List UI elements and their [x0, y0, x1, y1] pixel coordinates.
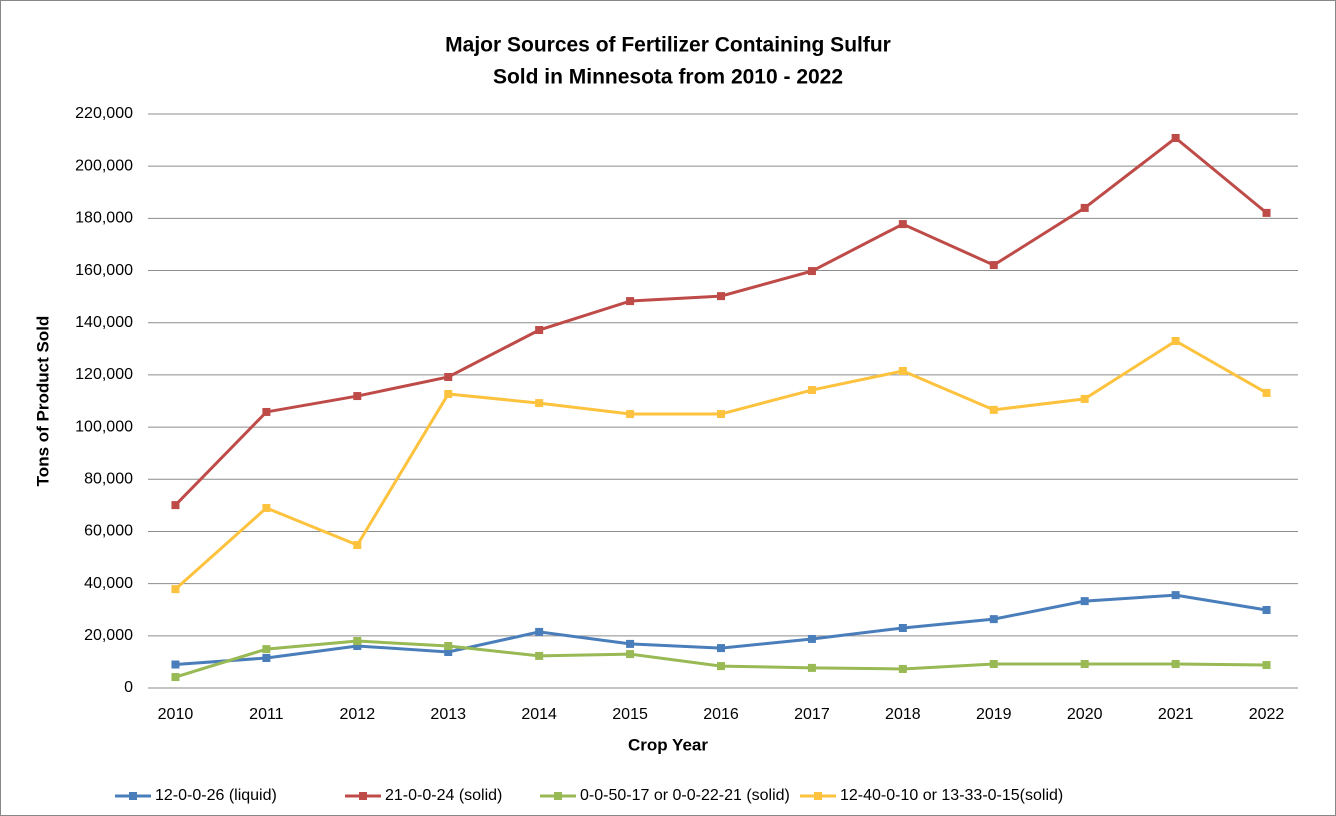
- data-point: [989, 659, 998, 668]
- legend-marker: [129, 792, 137, 800]
- y-tick-label: 80,000: [84, 470, 133, 487]
- y-axis-title: Tons of Product Sold: [33, 316, 52, 487]
- data-point: [898, 220, 907, 229]
- data-point: [171, 501, 180, 510]
- data-point: [1080, 394, 1089, 403]
- data-point: [989, 405, 998, 414]
- y-tick-label: 160,000: [75, 262, 133, 279]
- data-point: [1080, 597, 1089, 606]
- legend-marker: [814, 792, 822, 800]
- legend-label: 12-40-0-10 or 13-33-0-15(solid): [840, 787, 1063, 804]
- y-tick-label: 200,000: [75, 157, 133, 174]
- data-point: [1262, 605, 1271, 614]
- data-point: [444, 641, 453, 650]
- data-point: [535, 651, 544, 660]
- data-point: [626, 639, 635, 648]
- data-point: [1171, 336, 1180, 345]
- data-point: [353, 541, 362, 550]
- data-point: [353, 641, 362, 650]
- data-point: [626, 410, 635, 419]
- y-tick-label: 20,000: [84, 627, 133, 644]
- data-point: [807, 663, 816, 672]
- y-tick-label: 220,000: [75, 105, 133, 122]
- data-point: [717, 662, 725, 671]
- x-tick-label: 2015: [612, 706, 648, 723]
- legend-marker: [554, 792, 562, 800]
- data-point: [807, 634, 816, 643]
- data-point: [1171, 659, 1180, 668]
- data-point: [444, 647, 453, 656]
- data-point: [989, 615, 998, 624]
- data-point: [898, 664, 907, 673]
- y-tick-label: 40,000: [84, 575, 133, 592]
- data-point: [171, 673, 180, 682]
- data-point: [535, 326, 544, 335]
- x-axis-title: Crop Year: [628, 735, 708, 754]
- data-point: [353, 392, 362, 401]
- x-tick-label: 2017: [794, 706, 830, 723]
- x-tick-label: 2012: [340, 706, 376, 723]
- data-point: [626, 297, 635, 306]
- data-point: [1262, 208, 1271, 217]
- y-tick-label: 140,000: [75, 314, 133, 331]
- legend-label: 0-0-50-17 or 0-0-22-21 (solid): [580, 787, 790, 804]
- data-point: [898, 366, 907, 375]
- data-point: [262, 407, 271, 416]
- x-tick-label: 2018: [885, 706, 921, 723]
- x-tick-label: 2020: [1067, 706, 1103, 723]
- data-point: [262, 503, 271, 512]
- y-tick-label: 60,000: [84, 523, 133, 540]
- data-point: [1080, 659, 1089, 668]
- x-tick-label: 2010: [158, 706, 194, 723]
- data-point: [535, 399, 544, 408]
- y-tick-label: 100,000: [75, 418, 133, 435]
- data-point: [717, 410, 725, 419]
- legend-label: 21-0-0-24 (solid): [385, 787, 502, 804]
- data-point: [171, 585, 180, 594]
- legend-marker: [359, 792, 367, 800]
- data-point: [717, 292, 725, 301]
- data-point: [807, 267, 816, 276]
- data-point: [535, 627, 544, 636]
- data-point: [898, 623, 907, 632]
- x-tick-label: 2016: [703, 706, 739, 723]
- data-point: [626, 650, 635, 659]
- data-point: [1171, 134, 1180, 143]
- data-point: [262, 645, 271, 654]
- data-point: [1262, 661, 1271, 670]
- chart-title: Sold in Minnesota from 2010 - 2022: [493, 66, 843, 89]
- data-point: [444, 372, 453, 381]
- legend-label: 12-0-0-26 (liquid): [155, 787, 277, 804]
- y-tick-label: 120,000: [75, 366, 133, 383]
- x-tick-label: 2021: [1158, 706, 1194, 723]
- x-tick-label: 2022: [1249, 706, 1285, 723]
- data-point: [1080, 203, 1089, 212]
- y-tick-label: 180,000: [75, 210, 133, 227]
- data-point: [353, 637, 362, 646]
- data-point: [717, 644, 725, 653]
- chart-title: Major Sources of Fertilizer Containing S…: [445, 34, 891, 57]
- data-point: [989, 261, 998, 270]
- data-point: [1171, 591, 1180, 600]
- x-tick-label: 2019: [976, 706, 1012, 723]
- x-tick-label: 2013: [430, 706, 466, 723]
- data-point: [807, 386, 816, 395]
- data-point: [444, 389, 453, 398]
- x-tick-label: 2011: [249, 706, 284, 723]
- data-point: [171, 660, 180, 669]
- data-point: [1262, 388, 1271, 397]
- data-point: [262, 653, 271, 662]
- x-tick-label: 2014: [521, 706, 557, 723]
- y-tick-label: 0: [124, 679, 133, 696]
